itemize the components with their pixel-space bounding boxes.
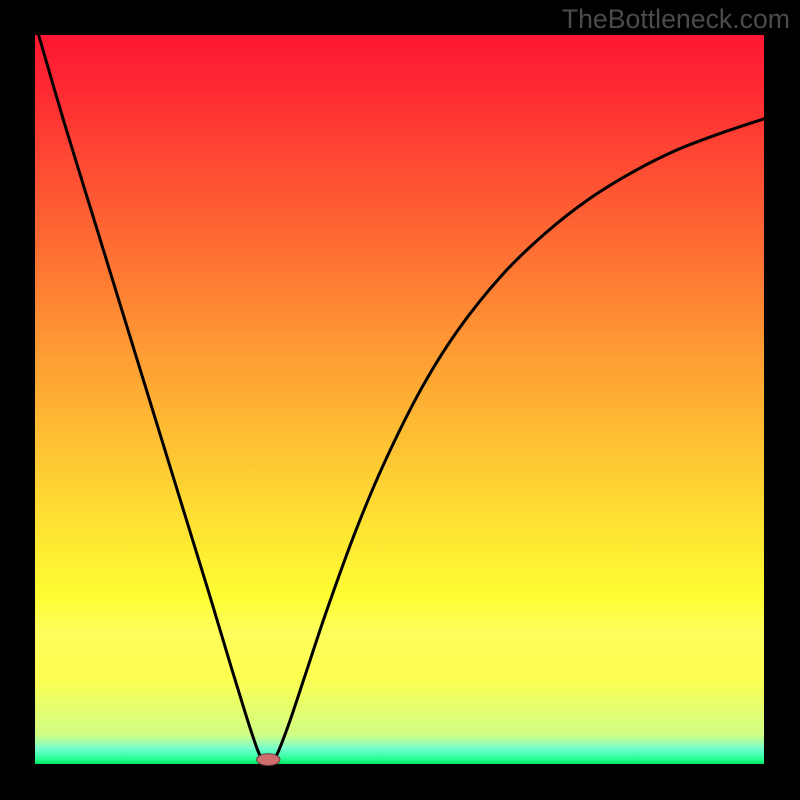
watermark-label: TheBottleneck.com bbox=[562, 4, 790, 35]
minimum-marker bbox=[257, 754, 280, 766]
plot-background bbox=[35, 35, 764, 764]
bottleneck-chart bbox=[0, 0, 800, 800]
chart-container: TheBottleneck.com bbox=[0, 0, 800, 800]
